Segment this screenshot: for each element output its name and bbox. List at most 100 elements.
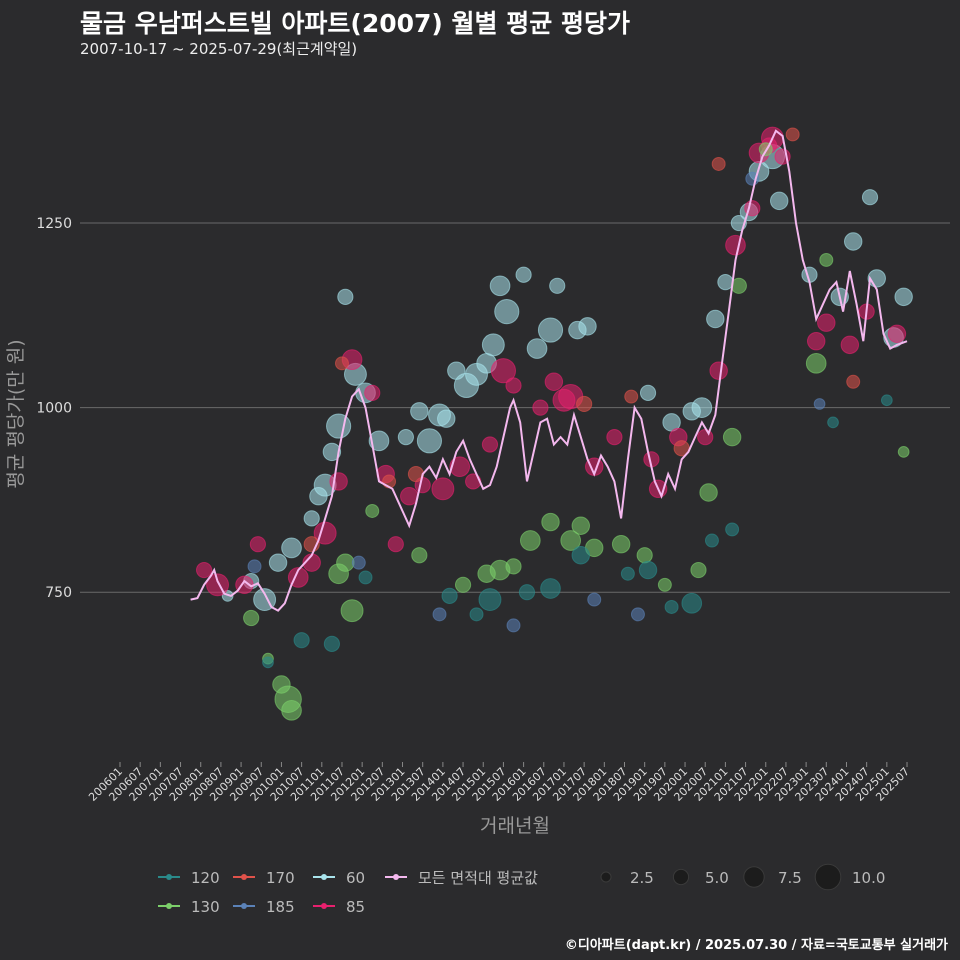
data-point-85: [817, 313, 836, 332]
data-point-85: [606, 429, 623, 446]
data-point-85: [249, 536, 266, 553]
legend-key-dot: [166, 903, 172, 909]
data-point-120: [323, 635, 340, 652]
legend-label: 모든 면적대 평균값: [418, 869, 538, 887]
data-point-170: [335, 356, 349, 371]
legend-size-label: 2.5: [630, 869, 654, 887]
legend-label: 85: [346, 898, 365, 916]
scatter-points: [195, 126, 913, 721]
data-point-130: [365, 503, 380, 518]
data-point-60: [337, 288, 354, 305]
legend-size-label: 5.0: [705, 869, 729, 887]
legend-size-circle: [743, 866, 765, 888]
data-point-85: [709, 361, 728, 380]
data-point-130: [243, 609, 260, 627]
data-point-120: [880, 394, 893, 407]
legend-label: 170: [266, 869, 295, 887]
data-point-120: [478, 588, 502, 612]
data-point-130: [722, 427, 742, 447]
chart-subtitle: 2007-10-17 ~ 2025-07-29(최근계약일): [80, 40, 358, 58]
data-point-130: [340, 599, 364, 623]
y-axis-title: 평균 평당가(만 원): [5, 339, 27, 488]
data-point-60: [481, 333, 505, 357]
data-point-85: [449, 456, 471, 478]
data-point-60: [691, 397, 713, 418]
data-point-60: [578, 317, 597, 336]
legend-key-dot: [166, 874, 172, 880]
data-point-85: [481, 436, 499, 453]
data-point-85: [544, 372, 564, 391]
data-point-60: [717, 274, 734, 291]
data-point-85: [490, 358, 517, 384]
data-point-85: [806, 331, 826, 351]
data-point-170: [846, 374, 861, 389]
data-point-120: [469, 607, 484, 622]
legend-key-dot: [393, 874, 399, 880]
y-axis-ticks: 750 1000 1250: [36, 216, 72, 601]
data-point-130: [336, 553, 355, 572]
data-point-60: [268, 553, 288, 572]
data-point-60: [326, 413, 352, 439]
data-point-130: [505, 558, 522, 575]
data-point-130: [819, 252, 834, 267]
data-point-130: [411, 547, 428, 564]
y-tick-label: 1000: [36, 401, 72, 417]
data-point-60: [489, 275, 511, 297]
data-point-130: [541, 512, 560, 532]
legend-label: 130: [191, 898, 220, 916]
data-point-130: [897, 446, 910, 458]
data-point-60: [416, 428, 443, 454]
data-point-120: [620, 566, 635, 581]
data-point-60: [410, 402, 429, 421]
data-point-130: [519, 530, 541, 551]
average-line-layer: [190, 129, 908, 612]
legend-label: 185: [266, 898, 295, 916]
data-point-60: [549, 277, 566, 294]
data-point-85: [532, 399, 549, 416]
legend-size-circle: [672, 868, 690, 886]
data-point-60: [843, 232, 863, 251]
data-point-85: [364, 384, 381, 401]
chart-title: 물금 우남퍼스트빌 아파트(2007) 월별 평균 평당가: [80, 9, 630, 38]
data-point-130: [690, 561, 707, 579]
data-point-130: [454, 576, 472, 593]
data-point-130: [571, 516, 590, 535]
data-point-60: [769, 191, 789, 211]
legend-key-dot: [241, 874, 247, 880]
data-point-60: [322, 442, 342, 462]
data-point-60: [494, 299, 520, 325]
data-point-120: [518, 584, 536, 601]
data-point-185: [247, 559, 262, 574]
data-point-120: [293, 632, 310, 649]
data-point-170: [785, 127, 800, 142]
data-point-85: [387, 536, 404, 553]
data-point-170: [576, 395, 593, 413]
average-line: [190, 129, 908, 612]
legend-label: 60: [346, 869, 365, 887]
data-point-60: [303, 510, 320, 527]
data-point-60: [437, 409, 456, 428]
y-tick-label: 1250: [36, 216, 72, 232]
data-point-170: [711, 156, 726, 171]
data-point-185: [813, 398, 826, 410]
x-axis-ticks: 2006012006072007012007072008012008072009…: [86, 762, 912, 804]
data-point-60: [861, 189, 879, 206]
data-point-60: [537, 317, 564, 343]
data-point-85: [840, 335, 860, 355]
data-point-130: [657, 577, 672, 592]
data-point-60: [368, 430, 390, 452]
data-point-60: [397, 429, 414, 446]
data-point-120: [827, 416, 839, 429]
data-point-120: [638, 560, 658, 580]
data-point-85: [195, 561, 213, 579]
data-point-130: [636, 547, 653, 564]
data-point-130: [611, 534, 631, 554]
data-point-120: [664, 599, 679, 614]
data-point-120: [725, 522, 740, 537]
data-point-130: [560, 530, 582, 551]
data-point-130: [805, 352, 827, 374]
x-axis-title: 거래년월: [480, 815, 550, 837]
legend-size-circle: [814, 863, 842, 891]
data-point-60: [639, 384, 657, 401]
